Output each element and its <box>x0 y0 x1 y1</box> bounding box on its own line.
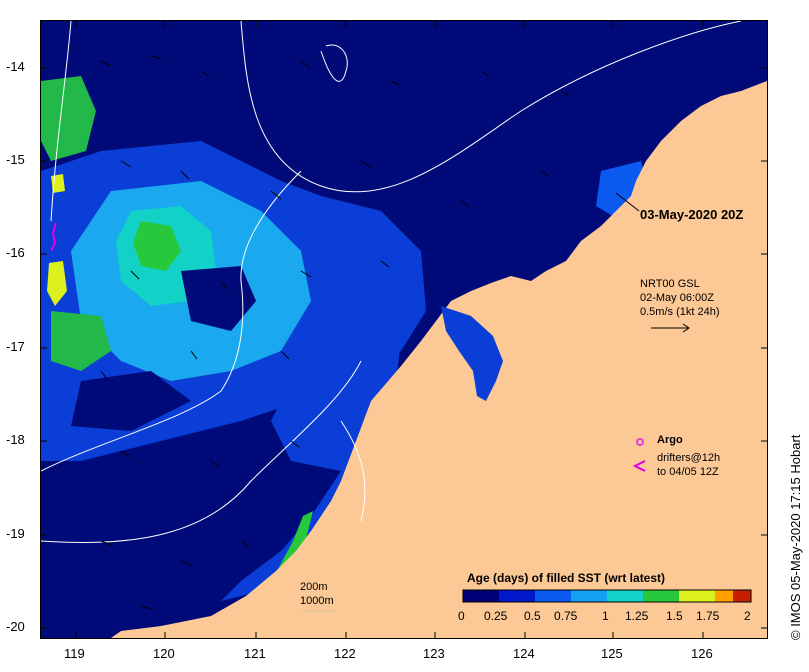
lon-label: 122 <box>334 646 356 661</box>
graticule-ticks <box>41 21 767 638</box>
lon-label: 124 <box>513 646 535 661</box>
sst-patch-coast-green <box>277 511 313 576</box>
contour-line-2 <box>41 360 362 543</box>
current-arrow <box>540 170 550 177</box>
lon-label: 126 <box>691 646 713 661</box>
current-arrow <box>380 260 390 268</box>
colorbar-tick: 1.5 <box>666 609 683 623</box>
drifters-time-label: to 04/05 12Z <box>657 466 719 478</box>
current-scale-label: 0.5m/s (1kt 24h) <box>640 306 720 318</box>
current-arrow <box>100 540 112 546</box>
current-arrow <box>180 560 192 566</box>
sst-patch-green-2 <box>41 76 96 161</box>
map-canvas <box>41 21 767 638</box>
drifter-track <box>50 222 57 252</box>
lat-label: -14 <box>6 59 25 74</box>
contours <box>41 21 742 543</box>
contour-label-1000: 1000m <box>300 595 334 607</box>
colorbar-seg <box>499 590 535 602</box>
colorbar-seg <box>679 590 715 602</box>
lat-label: -17 <box>6 339 25 354</box>
scale-arrow-head <box>682 323 690 333</box>
colorbar <box>462 589 752 603</box>
lat-label: -19 <box>6 526 25 541</box>
colorbar-seg <box>733 590 751 602</box>
colorbar-tick: 0 <box>458 609 465 623</box>
current-arrow <box>130 270 140 280</box>
current-arrow <box>190 350 198 360</box>
lon-label: 119 <box>64 646 85 661</box>
lon-label: 123 <box>423 646 445 661</box>
sst-map <box>40 20 768 639</box>
current-arrow <box>100 60 112 67</box>
colorbar-tick: 1.75 <box>696 609 720 623</box>
colorbar-tick: 2 <box>744 609 751 623</box>
lat-label: -16 <box>6 245 25 260</box>
colorbar-seg <box>643 590 679 602</box>
colorbar-seg <box>571 590 607 602</box>
colorbar-tick: 1.25 <box>625 609 649 623</box>
current-arrow <box>140 605 152 610</box>
current-scale-arrow <box>651 323 690 333</box>
sst-patch-dark-1 <box>181 266 256 331</box>
current-arrow <box>270 190 282 200</box>
current-time-label: 02-May 06:00Z <box>640 292 714 304</box>
legend-title: Age (days) of filled SST (wrt latest) <box>467 571 666 585</box>
sst-patch-yellow <box>47 261 67 306</box>
drifter-marker <box>632 460 646 472</box>
lat-label: -18 <box>6 432 25 447</box>
colorbar-seg <box>607 590 643 602</box>
inlet <box>441 306 503 401</box>
colorbar-tick: 0.25 <box>484 609 508 623</box>
current-arrow <box>210 460 220 468</box>
colorbar-seg <box>463 590 499 602</box>
contour-line-3 <box>41 170 302 472</box>
lon-label: 120 <box>153 646 175 661</box>
colorbar-tick: 0.75 <box>554 609 578 623</box>
current-arrow <box>280 350 290 360</box>
contour-line-6 <box>340 420 366 522</box>
current-arrow <box>480 70 490 77</box>
current-arrow <box>560 90 570 97</box>
current-arrow <box>180 170 190 180</box>
current-arrow <box>150 55 162 60</box>
current-arrow <box>120 450 130 458</box>
current-arrow <box>200 70 210 77</box>
current-arrow <box>460 200 470 208</box>
current-arrows <box>100 55 570 610</box>
lat-label: -15 <box>6 152 25 167</box>
current-arrow <box>300 270 312 278</box>
current-source-label: NRT00 GSL <box>640 278 700 290</box>
current-arrow <box>300 60 310 68</box>
current-arrow <box>220 280 228 290</box>
contour-line-4 <box>50 21 72 222</box>
current-arrow <box>240 540 250 548</box>
colorbar-seg <box>535 590 571 602</box>
imos-credit: © IMOS 05-May-2020 17:15 Hobart <box>788 434 803 640</box>
colorbar-tick: 0.5 <box>524 609 541 623</box>
colorbar-tick: 1 <box>602 609 609 623</box>
argo-marker <box>636 438 644 446</box>
argo-label: Argo <box>657 434 683 446</box>
date-label: 03-May-2020 20Z <box>640 207 744 222</box>
current-arrow <box>290 440 300 448</box>
current-arrow <box>120 160 132 168</box>
colorbar-frame <box>462 589 752 603</box>
date-pointer <box>615 192 640 212</box>
sst-patch-green-3 <box>51 311 111 371</box>
sst-patch-green-1 <box>133 221 181 271</box>
lat-label: -20 <box>6 619 25 634</box>
current-arrow <box>360 160 372 168</box>
lon-label: 125 <box>601 646 623 661</box>
current-arrow <box>100 370 108 380</box>
current-arrow <box>390 80 400 86</box>
sst-patch-dark-2 <box>71 371 191 431</box>
lon-label: 121 <box>244 646 266 661</box>
contour-line-5 <box>320 44 348 82</box>
australia-land <box>111 81 767 638</box>
contour-line-1 <box>240 21 742 193</box>
contour-label-200: 200m <box>300 581 328 593</box>
drifters-label: drifters@12h <box>657 452 721 464</box>
